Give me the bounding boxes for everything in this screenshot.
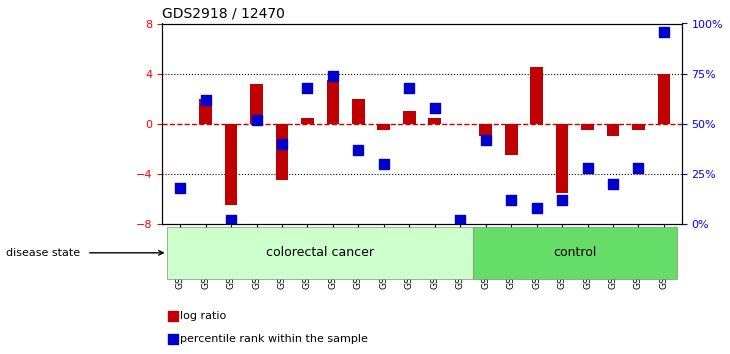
Bar (199, 99, 212, 124)
Point (531, 205, 542, 211)
Point (556, 197, 568, 203)
Point (353, 147, 364, 153)
Point (505, 197, 517, 203)
Point (174, 185, 186, 191)
Bar (504, 124, 518, 155)
Text: disease state: disease state (7, 248, 163, 258)
Text: log ratio: log ratio (180, 311, 226, 321)
Bar (429, 118, 441, 124)
Bar (607, 124, 619, 136)
Point (200, 97, 212, 103)
Point (250, 117, 262, 122)
Point (378, 161, 390, 167)
Point (633, 165, 645, 171)
Point (480, 137, 491, 143)
Point (404, 85, 415, 91)
Point (276, 141, 288, 147)
Point (301, 85, 313, 91)
Point (226, 217, 237, 223)
Bar (250, 84, 263, 124)
Text: control: control (553, 246, 596, 259)
Point (429, 105, 441, 110)
Point (658, 29, 669, 34)
Bar (581, 124, 594, 130)
Point (607, 181, 619, 187)
Bar (276, 124, 288, 180)
FancyBboxPatch shape (167, 227, 473, 279)
Bar (326, 80, 339, 124)
Point (166, 336, 178, 342)
Bar (403, 111, 415, 124)
Bar (632, 124, 645, 130)
Bar (480, 124, 492, 136)
Bar (658, 74, 670, 124)
Bar (301, 118, 314, 124)
Point (454, 217, 466, 223)
Bar (352, 99, 365, 124)
Text: GDS2918 / 12470: GDS2918 / 12470 (162, 7, 285, 21)
Point (327, 73, 339, 79)
Bar (225, 124, 237, 205)
FancyBboxPatch shape (473, 227, 677, 279)
Text: colorectal cancer: colorectal cancer (266, 246, 374, 259)
Point (582, 165, 593, 171)
Point (166, 313, 178, 319)
Bar (530, 67, 543, 124)
Bar (556, 124, 569, 193)
Bar (377, 124, 391, 130)
Text: percentile rank within the sample: percentile rank within the sample (180, 334, 368, 344)
